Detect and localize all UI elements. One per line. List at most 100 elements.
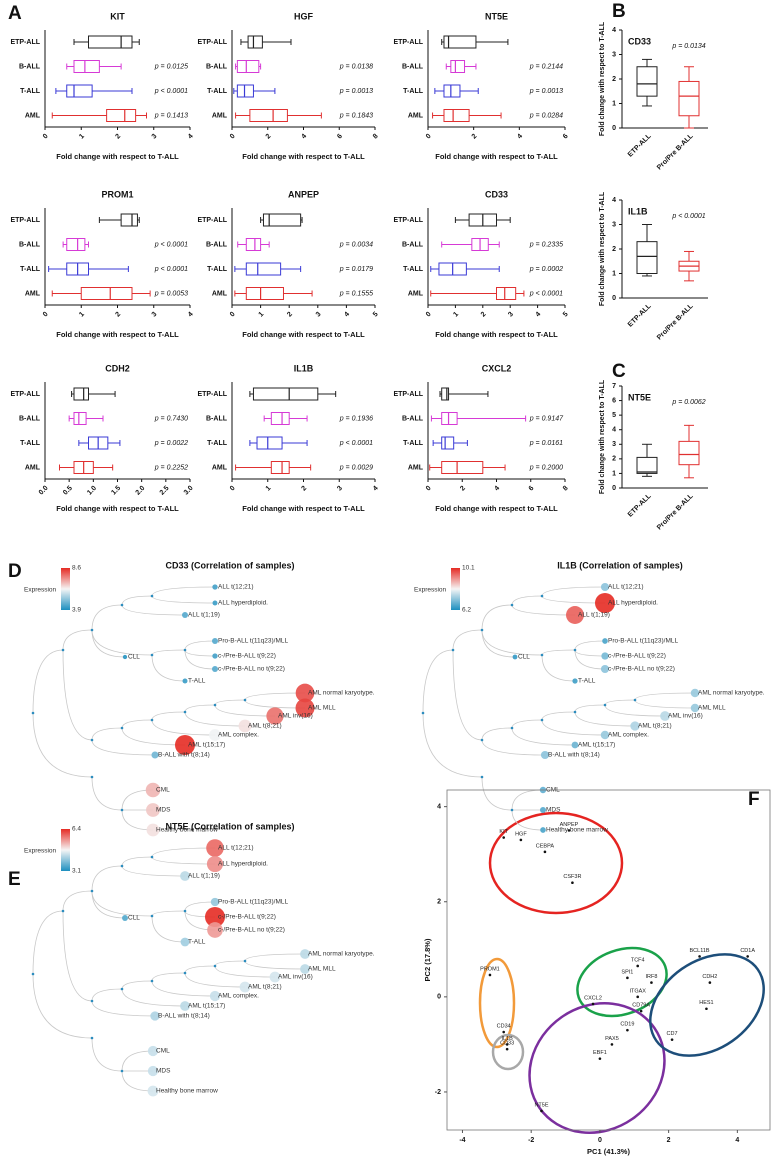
- x-axis-label: Fold change with respect to T-ALL: [435, 330, 558, 339]
- box: [443, 84, 461, 98]
- x-tick-label: 2.5: [159, 485, 171, 497]
- chart-title: CXCL2: [482, 363, 512, 373]
- leaf-label: AML normal karyotype.: [308, 951, 375, 958]
- tree-edge: [481, 739, 546, 756]
- tree-edge: [184, 711, 246, 727]
- leaf-label: c-/Pre-B-ALL t(9;22): [218, 914, 276, 921]
- tree-edge: [62, 649, 93, 741]
- p-value: p = 0.0013: [529, 88, 563, 95]
- point-label: CD1A: [740, 948, 755, 954]
- x-axis-label: Fold change with respect to T-ALL: [242, 504, 365, 513]
- leaf-marker: [181, 611, 189, 619]
- leaf-label: AML t(8;21): [248, 723, 282, 730]
- x-tick-label: 3: [151, 133, 159, 141]
- dendrogram: CD33 (Correlation of samples) Expression 3…: [24, 560, 375, 837]
- tree-node: [90, 999, 94, 1003]
- point: [519, 838, 523, 842]
- category-label: B-ALL: [206, 241, 228, 248]
- tree-edge: [121, 727, 186, 746]
- leaf-label: AML t(15;17): [188, 742, 225, 749]
- leaf-label: T-ALL: [578, 678, 596, 685]
- x-tick-label: 3: [507, 311, 515, 319]
- x-tick-label: 0.5: [62, 485, 74, 497]
- box: [252, 387, 319, 401]
- leaf-marker: [300, 964, 310, 974]
- leaf-label: AML complex.: [218, 732, 259, 739]
- tree-node: [120, 808, 124, 812]
- colorbar-tick-label: 6.4: [72, 826, 81, 833]
- p-value: p < 0.0001: [154, 241, 188, 248]
- y-axis-label: Fold change with respect to T-ALL: [599, 379, 606, 494]
- tree-node: [183, 710, 187, 714]
- colorbar: [451, 568, 460, 610]
- tree-node: [540, 718, 544, 722]
- leaf-marker: [660, 711, 670, 721]
- y-tick-label: -2: [435, 1089, 441, 1096]
- category-label: AML: [212, 112, 228, 119]
- point: [571, 881, 574, 885]
- box: [73, 412, 87, 425]
- tree-edge: [634, 699, 696, 709]
- x-tick-label: 1: [78, 311, 86, 319]
- leaf-marker: [146, 823, 160, 837]
- tree-node: [120, 726, 124, 730]
- y-tick-label: 3: [612, 441, 616, 448]
- box: [73, 387, 89, 401]
- point-label: ITGAX: [629, 988, 646, 994]
- y-tick-label: 0: [612, 295, 616, 302]
- leaf-marker: [295, 683, 315, 703]
- category-label: B-ALL: [402, 415, 424, 422]
- tree-node: [90, 628, 94, 632]
- p-value: p = 0.0022: [154, 440, 188, 447]
- p-value: p = 0.2000: [529, 464, 563, 471]
- point-label: HES1: [699, 1000, 713, 1006]
- leaf-marker: [209, 990, 221, 1002]
- leaf-marker: [602, 638, 608, 644]
- leaf-label: AML t(8;21): [638, 723, 672, 730]
- leaf-marker: [212, 600, 218, 606]
- point-label: BCL11B: [690, 948, 710, 954]
- leaf-marker: [512, 654, 518, 660]
- x-axis-label: Fold change with respect to T-ALL: [56, 152, 179, 161]
- x-tick-label: 2: [301, 485, 309, 493]
- leaf-marker: [180, 1001, 190, 1011]
- leaf-label: ALL hyperdiploid.: [218, 861, 268, 868]
- p-value: p < 0.0001: [154, 88, 188, 95]
- leaf-label: AML MLL: [308, 966, 336, 973]
- y-tick-label: 7: [612, 383, 616, 390]
- tree-edge: [151, 847, 216, 858]
- y-tick-label: 2: [612, 76, 616, 83]
- tree-node: [61, 909, 65, 913]
- leaf-marker: [239, 981, 251, 993]
- tree-edge: [91, 776, 123, 811]
- leaf-marker: [300, 949, 310, 959]
- p-value: p = 0.1936: [339, 415, 373, 422]
- cluster-ellipse: [528, 1002, 666, 1134]
- point: [543, 850, 547, 854]
- plot-frame: [446, 789, 771, 1131]
- leaf-label: AML inv(16): [668, 713, 703, 720]
- leaf-label: AML normal karyotype.: [698, 690, 765, 697]
- y-axis-label: Fold change with respect to T-ALL: [599, 191, 606, 306]
- p-value: p = 0.2144: [529, 63, 563, 70]
- tree-edge: [91, 739, 156, 756]
- y-tick-label: 5: [612, 412, 616, 419]
- x-tick-label: -4: [459, 1137, 465, 1144]
- category-label: T-ALL: [207, 266, 228, 273]
- point: [626, 976, 629, 980]
- chart-title: IL1B (Correlation of samples): [557, 560, 683, 570]
- x-axis-label: Fold change with respect to T-ALL: [435, 504, 558, 513]
- x-tick-label: 0: [229, 133, 237, 141]
- x-tick-label: 8: [372, 133, 380, 141]
- tree-node: [540, 653, 544, 657]
- tree-node: [120, 864, 124, 868]
- x-tick-label: 2: [459, 485, 467, 493]
- tree-node: [510, 726, 514, 730]
- leaf-marker: [212, 653, 218, 659]
- y-tick-label: 4: [612, 197, 616, 204]
- leaf-marker: [266, 707, 284, 725]
- box: [441, 387, 450, 401]
- tree-edge: [214, 704, 276, 717]
- p-value: p < 0.0001: [671, 213, 705, 220]
- point: [650, 981, 653, 984]
